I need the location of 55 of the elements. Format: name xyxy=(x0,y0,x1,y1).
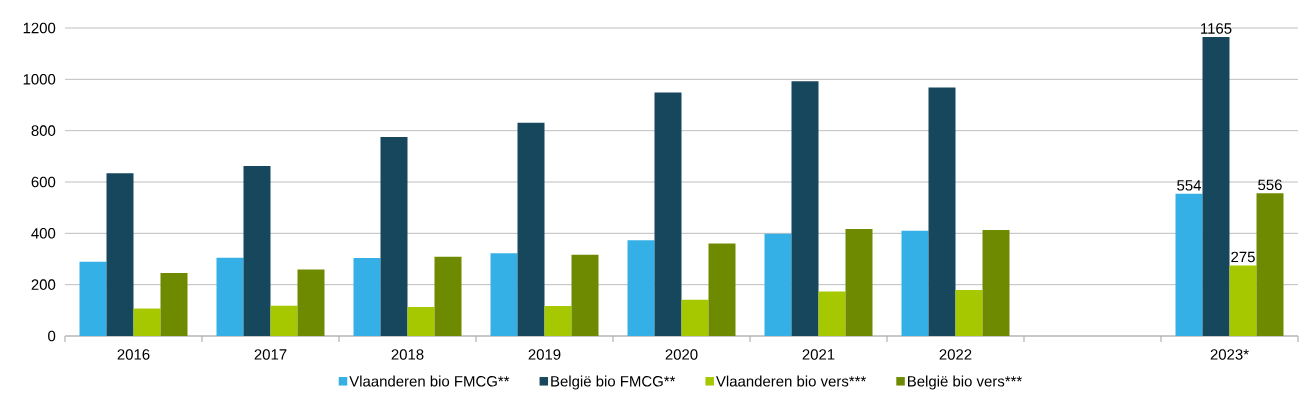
bar xyxy=(928,87,956,336)
data-label: 1165 xyxy=(1201,23,1232,34)
bar xyxy=(845,228,873,336)
bar xyxy=(681,299,709,336)
bar xyxy=(1256,193,1284,336)
y-tick-label: 0 xyxy=(48,330,56,342)
bar xyxy=(1175,193,1203,336)
data-label: 554 xyxy=(1177,180,1202,191)
bar xyxy=(544,305,572,336)
x-tick-label: 2016 xyxy=(117,349,150,360)
y-tick-label: 1200 xyxy=(23,22,56,34)
bar xyxy=(791,81,819,336)
x-tick-label: 2018 xyxy=(391,349,424,360)
bar xyxy=(106,173,134,336)
x-tick-label: 2019 xyxy=(528,349,561,360)
x-tick-label: 2020 xyxy=(665,349,698,360)
bar xyxy=(297,269,325,336)
bar xyxy=(982,230,1010,336)
bar xyxy=(517,122,545,336)
x-tick-label: 2017 xyxy=(254,349,287,360)
x-tick-label: 2021 xyxy=(802,349,835,360)
y-tick-label: 200 xyxy=(31,279,56,290)
bar xyxy=(160,273,188,336)
bar xyxy=(955,290,983,336)
bar xyxy=(243,166,271,336)
bar xyxy=(434,256,462,336)
bar xyxy=(270,305,298,336)
bar xyxy=(133,308,161,336)
y-tick-label: 1000 xyxy=(23,74,56,85)
bar xyxy=(818,291,846,336)
x-tick-label: 2022 xyxy=(939,349,972,360)
legend-label: België bio FMCG** xyxy=(551,375,676,390)
y-tick-label: 400 xyxy=(31,228,56,239)
y-tick-label: 800 xyxy=(31,125,56,136)
legend-label: Vlaanderen bio FMCG** xyxy=(349,375,510,387)
legend-label: België bio vers*** xyxy=(908,375,1022,390)
bar xyxy=(353,257,381,336)
bar xyxy=(1202,36,1230,336)
y-tick-label: 600 xyxy=(31,176,56,188)
data-label: 556 xyxy=(1258,179,1282,191)
bar xyxy=(571,254,599,336)
x-tick-label: 2023* xyxy=(1210,349,1249,360)
data-label: 275 xyxy=(1231,251,1255,263)
bar xyxy=(79,261,107,336)
bar xyxy=(901,230,929,336)
bar xyxy=(627,240,655,336)
bar xyxy=(708,243,736,336)
bar xyxy=(216,257,244,336)
bar xyxy=(407,307,435,336)
bar xyxy=(490,253,518,336)
legend-label: Vlaanderen bio vers*** xyxy=(716,375,867,387)
bar xyxy=(764,233,792,336)
bar xyxy=(654,92,682,336)
bar xyxy=(380,137,408,336)
bar xyxy=(1229,265,1257,336)
